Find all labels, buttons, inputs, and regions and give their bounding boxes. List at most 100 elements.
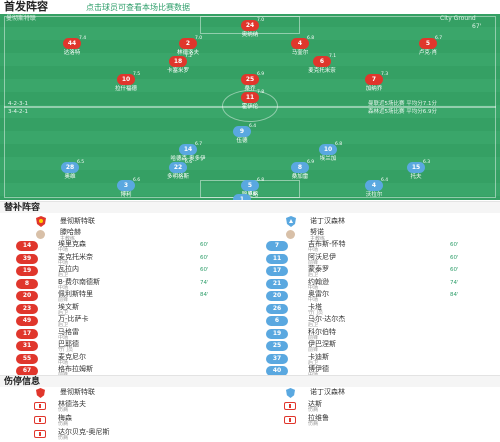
injury-row[interactable]: 达斯 伤病 <box>250 400 500 414</box>
sub-player-row[interactable]: 37 卡迪斯 后卫 <box>250 353 500 366</box>
sub-player-row[interactable]: 55 麦克尼尔 中场 <box>0 352 250 366</box>
player-name: 埃兰加 <box>319 156 337 162</box>
player-marker[interactable]: 10 拉什福德 7.5 <box>106 72 146 96</box>
sub-number-badge: 37 <box>266 353 288 364</box>
sub-player-row[interactable]: 31 巴耶德 守门员 <box>0 340 250 353</box>
player-marker[interactable]: 28 奥维 6.5 <box>50 160 90 184</box>
injury-icon <box>34 430 46 438</box>
sub-player-row[interactable]: 49 万-比萨卡 后卫 <box>0 315 250 328</box>
sub-player-name: 科尔伯特 <box>308 327 336 336</box>
sub-player-position: 中场 <box>58 284 69 291</box>
sub-player-row[interactable]: 25 伊巴涅斯 前锋 <box>250 340 500 353</box>
sub-player-row[interactable]: 26 卡塔 守门员 <box>250 302 500 316</box>
player-marker[interactable]: 4 沃拉尔 6.4 <box>354 178 394 200</box>
away-coach-name: 努诺 <box>310 228 324 236</box>
sub-player-name: 麦克尼尔 <box>58 352 86 361</box>
sub-player-row[interactable]: 23 埃文斯 后卫 <box>0 303 250 316</box>
away-minute: 67' <box>472 23 482 30</box>
sub-player-name: 卡塔 <box>308 302 322 311</box>
sub-player-row[interactable]: 11 阿沃尼伊 前锋 60' <box>250 253 500 266</box>
player-rating: 7.5 <box>133 72 141 77</box>
sub-player-row[interactable]: 20 奥雷尔 中场 84' <box>250 290 500 303</box>
player-rating: 6.8 <box>307 36 315 41</box>
sub-number-badge: 19 <box>266 328 288 339</box>
sub-player-row[interactable]: 39 麦克托米奈 中场 60' <box>0 253 250 266</box>
sub-player-position: 后卫 <box>58 272 69 278</box>
home-injury-team-name: 曼彻斯特联 <box>60 388 95 396</box>
player-number-badge: 8 <box>291 162 309 173</box>
player-marker[interactable]: 4 马奎尔 6.8 <box>280 36 320 60</box>
sub-player-row[interactable]: 17 马格雷 中场 <box>0 328 250 341</box>
sub-player-row[interactable]: 7 吉布斯-怀特 中场 60' <box>250 240 500 253</box>
sub-time: 60' <box>200 242 209 248</box>
away-coach-row[interactable]: 诺丁汉森林 努诺 主教练 <box>250 214 500 242</box>
home-coach-row[interactable]: 曼彻斯特联 滕哈赫 主教练 <box>0 214 250 242</box>
sub-player-name: 佩利斯特里 <box>58 290 93 298</box>
player-marker[interactable]: 11 霍伊伦 7.8 <box>230 90 270 114</box>
away-injury-team-name: 诺丁汉森林 <box>310 388 345 396</box>
sub-player-row[interactable]: 6 马尔·达尔杰 后卫 <box>250 315 500 328</box>
sub-player-row[interactable]: 21 约翰逊 中场 74' <box>250 277 500 291</box>
player-marker[interactable]: 8 桑加雷 6.9 <box>280 160 320 184</box>
player-marker[interactable]: 6 麦克托米奈 7.1 <box>302 54 342 78</box>
player-marker[interactable]: 22 多明格斯 6.6 <box>158 160 198 184</box>
player-marker[interactable]: 1特纳6.6 <box>222 192 262 200</box>
sub-player-row[interactable]: 19 瓦拉内 后卫 60' <box>0 265 250 278</box>
player-number-badge: 22 <box>169 162 187 173</box>
player-marker[interactable]: 5 穆里略 6.8 <box>230 178 270 200</box>
home-form-line: 曼联近5场比赛 平均分7.1分 <box>368 101 437 107</box>
sub-number-badge: 20 <box>266 291 288 301</box>
sub-player-row[interactable]: 14 埃里克森 中场 60' <box>0 240 250 253</box>
player-name: 哈德森-奥多伊 <box>170 156 206 162</box>
away-form-line: 森林近5场比赛 平均分6.9分 <box>368 109 437 115</box>
player-marker[interactable]: 9 伍德 6.4 <box>222 124 262 148</box>
player-marker[interactable]: 44 达洛特 7.4 <box>52 36 92 60</box>
sub-number-badge: 39 <box>16 253 38 264</box>
home-injury-team-row: 曼彻斯特联 <box>0 388 250 398</box>
sub-player-position: 中场 <box>308 247 319 253</box>
sub-player-position: 后卫 <box>308 272 319 278</box>
sub-player-row[interactable]: 20 佩利斯特里 前锋 84' <box>0 290 250 303</box>
player-rating: 6.3 <box>423 160 431 165</box>
home-team-badge-icon <box>36 388 45 398</box>
sub-player-row[interactable]: 17 蒙泰罗 后卫 60' <box>250 265 500 278</box>
player-marker[interactable]: 3 博利 6.6 <box>106 178 146 200</box>
pitch-stripe <box>0 118 500 131</box>
injury-row[interactable]: 林德洛夫 伤病 <box>0 400 250 414</box>
sub-time: 60' <box>450 242 459 248</box>
sub-player-row[interactable]: 8 B·费尔南德斯 中场 74' <box>0 278 250 291</box>
player-marker[interactable]: 2 林德洛夫 7.0 <box>168 36 208 60</box>
player-rating: 6.4 <box>381 178 389 183</box>
player-marker[interactable]: 7 加纳乔 7.3 <box>354 72 394 96</box>
player-marker[interactable]: 18 卡塞米罗 7.2 <box>158 54 198 78</box>
sub-number-badge: 19 <box>16 266 38 276</box>
sub-player-name: 埃里克森 <box>58 240 86 248</box>
subs-section-header: 替补阵容 <box>0 201 500 213</box>
sub-player-name: 约翰逊 <box>308 277 329 286</box>
sub-player-row[interactable]: 19 科尔伯特 前锋 <box>250 327 500 341</box>
sub-player-position: 前锋 <box>58 297 69 303</box>
sub-number-badge: 8 <box>16 278 38 289</box>
player-number-badge: 1 <box>233 194 251 200</box>
player-marker[interactable]: 25 桑乔 6.9 <box>230 72 270 96</box>
player-marker[interactable]: 5 卢克·肖 6.7 <box>408 36 448 60</box>
injury-row[interactable]: 达尔贝克-奥尼斯 伤病 <box>0 428 250 442</box>
sub-time: 84' <box>450 292 459 298</box>
player-marker[interactable]: 10 埃兰加 6.8 <box>308 142 348 166</box>
sub-number-badge: 17 <box>16 328 38 339</box>
player-rating: 6.9 <box>307 160 315 165</box>
injury-reason: 伤病 <box>58 435 69 441</box>
player-name: 卢克·肖 <box>418 50 438 56</box>
player-marker[interactable]: 14 哈德森-奥多伊 6.7 <box>168 142 208 166</box>
injury-row[interactable]: 拉维鲁 伤病 <box>250 414 500 428</box>
player-name: 多明格斯 <box>166 174 189 180</box>
player-rating: 6.8 <box>335 142 343 147</box>
player-marker[interactable]: 24 奥纳纳 7.0 <box>230 18 270 42</box>
sub-number-badge: 31 <box>16 341 38 351</box>
player-marker[interactable]: 15 托夫 6.3 <box>396 160 436 184</box>
sub-number-badge: 25 <box>266 341 288 351</box>
sub-player-position: 前锋 <box>308 334 319 341</box>
injury-row[interactable]: 梅森 伤病 <box>0 414 250 428</box>
penalty-box-top <box>200 16 300 34</box>
player-number-badge: 5 <box>241 180 259 191</box>
